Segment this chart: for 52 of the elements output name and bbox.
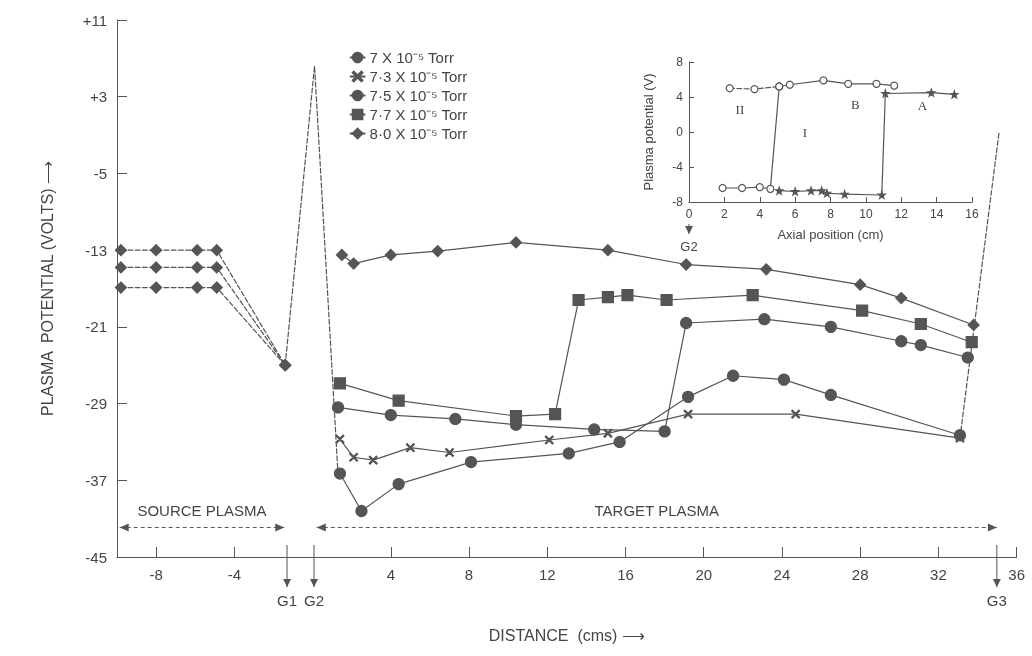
y-tick-label: -21 bbox=[85, 318, 107, 336]
annotation: G2 bbox=[680, 239, 698, 254]
x-tick-label: 2 bbox=[721, 207, 729, 221]
x-tick-label: 12 bbox=[538, 566, 556, 583]
x-tick-label: 14 bbox=[929, 207, 944, 221]
x-axis-title: Axial position (cm) bbox=[777, 227, 884, 242]
legend-label: 7·5 X 10⁻⁵ Torr bbox=[369, 87, 468, 104]
x-tick-label: 28 bbox=[851, 566, 869, 583]
x-tick-label: 16 bbox=[617, 566, 634, 583]
annotation: B bbox=[850, 96, 860, 112]
annotation: A bbox=[917, 97, 928, 113]
annotation: II bbox=[735, 102, 745, 118]
y-tick-label: 0 bbox=[676, 125, 684, 139]
y-tick-label: -13 bbox=[85, 241, 107, 259]
y-tick-label: -45 bbox=[85, 548, 107, 566]
y-axis-title: PLASMA POTENTIAL (VOLTS) ⟶ bbox=[38, 160, 56, 417]
x-tick-label: 36 bbox=[1008, 566, 1025, 583]
x-axis-title: DISTANCE (cms) ⟶ bbox=[488, 626, 645, 644]
x-tick-label: 0 bbox=[685, 207, 693, 221]
x-tick-label: 12 bbox=[894, 207, 909, 221]
y-tick-label: -29 bbox=[85, 395, 107, 413]
x-tick-label: -8 bbox=[149, 566, 163, 583]
y-tick-label: -37 bbox=[85, 471, 107, 489]
y-tick-label: 8 bbox=[676, 55, 684, 69]
x-tick-label: 32 bbox=[930, 566, 947, 583]
text: G3 bbox=[986, 592, 1007, 609]
x-tick-label: 8 bbox=[464, 566, 474, 583]
x-tick-label: -4 bbox=[227, 566, 242, 583]
text: G1 bbox=[277, 592, 298, 609]
y-tick-label: -8 bbox=[672, 195, 684, 209]
x-tick-label: 4 bbox=[756, 207, 764, 221]
x-tick-label: 24 bbox=[773, 566, 791, 583]
text: G2 bbox=[304, 592, 325, 609]
annotation: SOURCE PLASMA bbox=[137, 502, 267, 520]
annotation: TARGET PLASMA bbox=[594, 502, 720, 520]
y-tick-label: -5 bbox=[93, 164, 107, 182]
y-tick-label: 4 bbox=[676, 90, 684, 104]
legend-label: 8·0 X 10⁻⁵ Torr bbox=[369, 125, 468, 142]
legend-label: 7·7 X 10⁻⁵ Torr bbox=[369, 106, 468, 123]
x-tick-label: 16 bbox=[965, 207, 979, 221]
x-tick-label: 6 bbox=[791, 207, 799, 221]
x-tick-label: 20 bbox=[695, 566, 713, 583]
annotation: I bbox=[802, 124, 808, 140]
x-tick-label: 8 bbox=[827, 207, 835, 221]
x-tick-label: 10 bbox=[859, 207, 873, 221]
x-tick-label: 4 bbox=[386, 566, 395, 583]
y-tick-label: +11 bbox=[82, 11, 107, 29]
y-tick-label: -4 bbox=[672, 160, 684, 174]
legend-label: 7·3 X 10⁻⁵ Torr bbox=[369, 68, 468, 85]
y-tick-label: +3 bbox=[89, 88, 107, 106]
y-axis-title: Plasma potential (V) bbox=[641, 73, 656, 191]
legend-label: 7 X 10⁻⁵ Torr bbox=[369, 49, 454, 66]
